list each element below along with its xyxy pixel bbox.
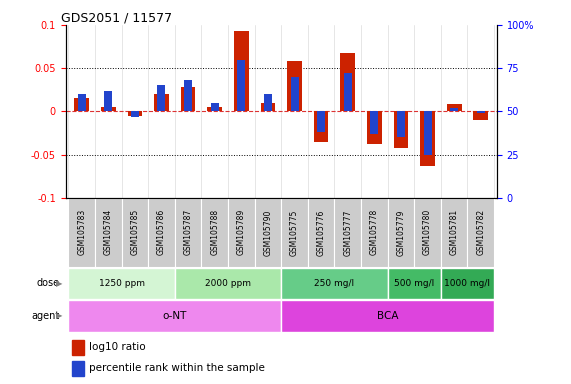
Text: GSM105790: GSM105790 <box>263 209 272 255</box>
Bar <box>420 111 435 166</box>
Text: GSM105787: GSM105787 <box>184 209 192 255</box>
Bar <box>69 198 95 267</box>
Bar <box>131 111 139 117</box>
Bar <box>367 111 381 144</box>
Text: GSM105785: GSM105785 <box>130 209 139 255</box>
Text: GSM105779: GSM105779 <box>396 209 405 255</box>
Text: o-NT: o-NT <box>163 311 187 321</box>
Bar <box>424 111 432 155</box>
Text: GDS2051 / 11577: GDS2051 / 11577 <box>61 12 172 25</box>
Text: 250 mg/l: 250 mg/l <box>315 279 355 288</box>
Bar <box>127 111 142 116</box>
Bar <box>158 86 166 111</box>
Bar <box>181 87 195 111</box>
Text: ▶: ▶ <box>57 311 63 320</box>
Text: GSM105784: GSM105784 <box>104 209 112 255</box>
Text: percentile rank within the sample: percentile rank within the sample <box>90 363 266 373</box>
Bar <box>238 60 246 111</box>
Bar <box>441 268 494 299</box>
Text: GSM105788: GSM105788 <box>210 209 219 255</box>
Bar <box>148 198 175 267</box>
Text: GSM105777: GSM105777 <box>343 209 352 255</box>
Bar <box>154 94 169 111</box>
Bar <box>473 111 488 120</box>
Bar <box>69 268 175 299</box>
Bar <box>335 198 361 267</box>
Bar <box>101 107 115 111</box>
Bar <box>228 198 255 267</box>
Bar <box>104 91 112 111</box>
Bar <box>72 361 84 376</box>
Bar <box>447 104 461 111</box>
Text: GSM105786: GSM105786 <box>157 209 166 255</box>
Bar <box>441 198 468 267</box>
Bar <box>291 77 299 111</box>
Bar <box>78 94 86 111</box>
Bar <box>287 61 302 111</box>
Text: agent: agent <box>32 311 60 321</box>
Text: BCA: BCA <box>377 311 399 321</box>
Bar <box>281 300 494 331</box>
Text: 1000 mg/l: 1000 mg/l <box>444 279 490 288</box>
Bar <box>397 111 405 137</box>
Bar <box>264 94 272 111</box>
Bar <box>281 198 308 267</box>
Bar <box>260 103 275 111</box>
Bar <box>340 53 355 111</box>
Bar <box>175 198 202 267</box>
Bar <box>211 103 219 111</box>
Text: 500 mg/l: 500 mg/l <box>394 279 435 288</box>
Bar <box>281 268 388 299</box>
Bar <box>234 31 248 111</box>
Text: 2000 ppm: 2000 ppm <box>205 279 251 288</box>
Bar <box>122 198 148 267</box>
Bar <box>415 198 441 267</box>
Text: log10 ratio: log10 ratio <box>90 343 146 353</box>
Text: GSM105782: GSM105782 <box>476 209 485 255</box>
Text: ▶: ▶ <box>57 279 63 288</box>
Bar <box>207 107 222 111</box>
Bar <box>393 111 408 148</box>
Bar <box>74 98 89 111</box>
Bar <box>450 108 458 111</box>
Bar <box>72 340 84 355</box>
Bar <box>314 111 328 142</box>
Text: 1250 ppm: 1250 ppm <box>99 279 144 288</box>
Bar <box>175 268 282 299</box>
Text: GSM105783: GSM105783 <box>77 209 86 255</box>
Bar <box>468 198 494 267</box>
Text: GSM105778: GSM105778 <box>370 209 379 255</box>
Text: GSM105780: GSM105780 <box>423 209 432 255</box>
Bar <box>317 111 325 132</box>
Bar <box>255 198 281 267</box>
Bar <box>95 198 122 267</box>
Bar <box>184 80 192 111</box>
Text: GSM105776: GSM105776 <box>317 209 325 255</box>
Text: GSM105789: GSM105789 <box>237 209 246 255</box>
Bar <box>388 198 415 267</box>
Bar <box>388 268 441 299</box>
Text: GSM105781: GSM105781 <box>450 209 459 255</box>
Bar <box>202 198 228 267</box>
Bar <box>477 111 485 113</box>
Text: dose: dose <box>37 278 60 288</box>
Bar <box>344 73 352 111</box>
Bar <box>69 300 281 331</box>
Bar <box>371 111 379 134</box>
Bar <box>308 198 335 267</box>
Text: GSM105775: GSM105775 <box>290 209 299 255</box>
Bar <box>361 198 388 267</box>
